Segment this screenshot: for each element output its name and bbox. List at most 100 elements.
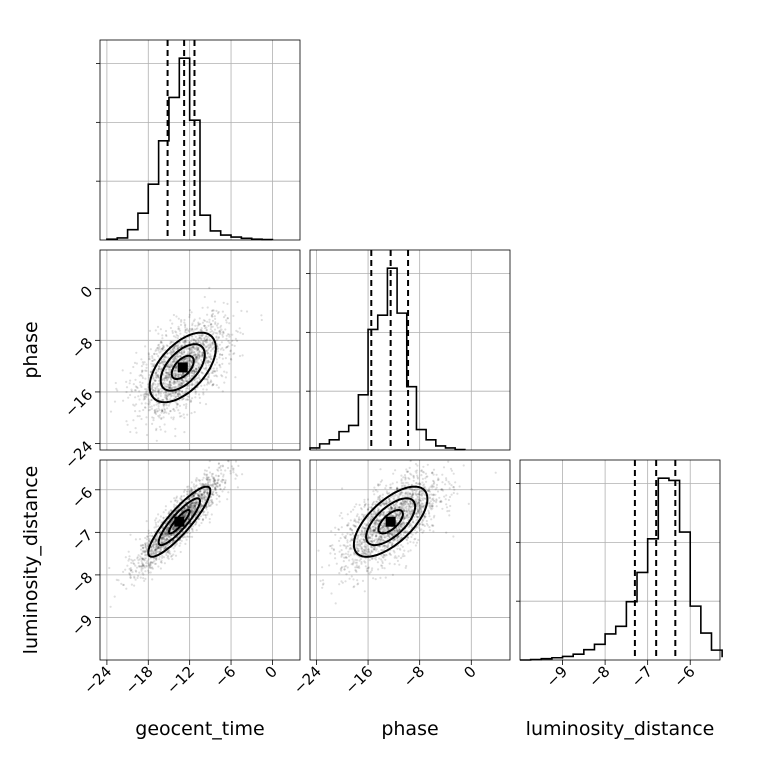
scatter-point	[152, 382, 155, 385]
scatter-point	[186, 505, 189, 508]
scatter-point	[375, 555, 378, 559]
scatter-point	[170, 340, 173, 343]
scatter-point	[200, 359, 203, 362]
scatter-point	[130, 388, 133, 391]
scatter-point	[154, 549, 157, 552]
scatter-point	[143, 361, 146, 364]
scatter-point	[402, 503, 405, 506]
scatter-point	[207, 504, 210, 507]
contour-level-1	[157, 497, 202, 547]
scatter-point	[205, 345, 208, 349]
scatter-point	[172, 539, 175, 542]
scatter-point	[205, 491, 208, 494]
scatter-point	[166, 364, 169, 367]
scatter-point	[171, 331, 174, 334]
scatter-point	[371, 515, 374, 519]
scatter-point	[347, 523, 350, 527]
scatter-point	[373, 529, 376, 533]
scatter-point	[175, 331, 178, 334]
scatter-point	[188, 342, 191, 345]
scatter-point	[166, 376, 169, 379]
scatter-point	[166, 396, 169, 399]
scatter-point	[162, 411, 166, 415]
scatter-point	[183, 515, 186, 518]
scatter-point	[167, 364, 170, 367]
scatter-point	[210, 493, 213, 496]
scatter-point	[166, 531, 169, 535]
scatter-point	[430, 493, 433, 496]
scatter-point	[385, 503, 389, 506]
scatter-point	[164, 382, 167, 385]
scatter-point	[396, 539, 399, 543]
scatter-point	[186, 386, 189, 389]
scatter-point	[382, 512, 385, 515]
scatter-point	[181, 372, 184, 375]
scatter-point	[190, 502, 193, 505]
scatter-point	[185, 380, 188, 383]
scatter-point	[169, 393, 172, 396]
scatter-point	[420, 506, 424, 509]
scatter-point	[355, 570, 358, 574]
scatter-point	[208, 499, 211, 502]
scatter-point	[209, 484, 212, 487]
scatter-point	[349, 527, 352, 530]
scatter-point	[417, 502, 420, 505]
scatter-point	[205, 356, 209, 359]
scatter-point	[154, 383, 157, 386]
scatter-point	[169, 352, 172, 355]
scatter-point	[391, 573, 394, 577]
scatter-point	[152, 544, 155, 547]
scatter-point	[404, 484, 407, 487]
hist-step-phase	[309, 267, 466, 451]
scatter-point	[378, 545, 381, 548]
scatter-point	[210, 323, 213, 326]
scatter-point	[212, 370, 215, 373]
scatter-point	[204, 327, 207, 330]
scatter-point	[377, 483, 380, 486]
scatter-point	[431, 505, 434, 508]
scatter-point	[128, 572, 131, 575]
scatter-point	[164, 374, 167, 378]
scatter-point	[157, 344, 160, 347]
scatter-point	[201, 505, 204, 508]
scatter-point	[163, 531, 166, 534]
scatter-point	[403, 495, 406, 498]
scatter-point	[388, 552, 391, 555]
scatter-point	[399, 501, 402, 504]
scatter-point	[170, 387, 173, 390]
scatter-point	[172, 346, 175, 349]
scatter-point	[139, 565, 142, 568]
scatter-point	[143, 392, 146, 395]
scatter-point	[168, 366, 171, 369]
scatter-point	[156, 536, 160, 539]
scatter-point	[211, 341, 214, 344]
scatter-point	[183, 350, 186, 353]
scatter-point	[353, 519, 356, 523]
scatter-point	[194, 358, 197, 361]
scatter-point	[166, 529, 169, 532]
scatter-point	[194, 392, 197, 395]
scatter-point	[176, 403, 179, 406]
scatter-point	[150, 385, 153, 388]
scatter-point	[390, 514, 393, 517]
scatter-point	[154, 562, 158, 565]
scatter-point	[156, 382, 160, 385]
scatter-point	[192, 345, 195, 349]
scatter-point	[170, 534, 173, 537]
scatter-point	[169, 366, 172, 369]
scatter-point	[164, 508, 167, 512]
scatter-point	[200, 339, 203, 342]
scatter-point	[155, 539, 159, 542]
scatter-point	[195, 369, 198, 372]
scatter-point	[191, 510, 194, 513]
scatter-point	[159, 350, 162, 353]
scatter-point	[157, 547, 160, 550]
scatter-point	[219, 353, 222, 356]
scatter-point	[177, 409, 180, 412]
scatter-point	[172, 553, 175, 556]
scatter-point	[200, 337, 203, 340]
scatter-point	[190, 348, 193, 351]
scatter-point	[159, 394, 162, 398]
scatter-point	[167, 393, 170, 396]
scatter-point	[202, 484, 205, 487]
